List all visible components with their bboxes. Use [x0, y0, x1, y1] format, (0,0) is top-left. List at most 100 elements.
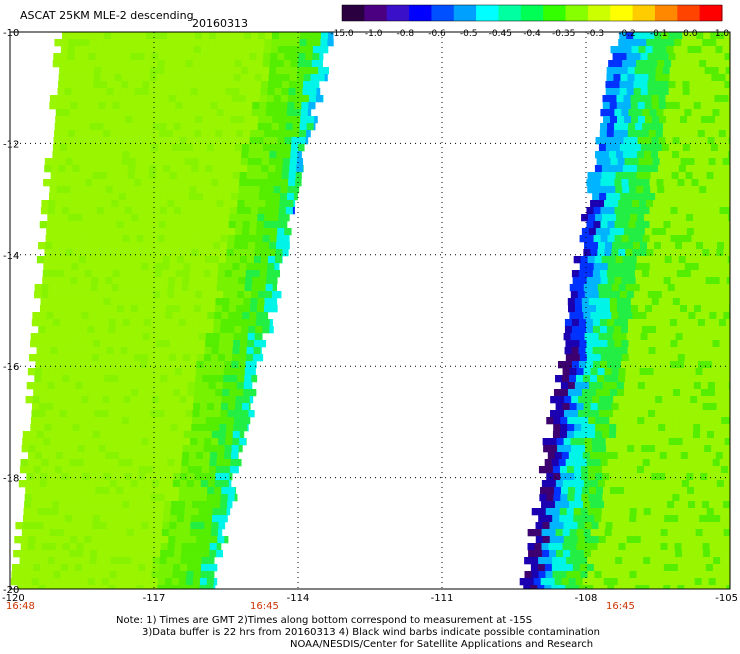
swath-cell — [654, 550, 661, 557]
swath-cell — [216, 123, 223, 130]
swath-cell — [175, 193, 182, 200]
swath-cell — [176, 445, 183, 452]
swath-cell — [241, 67, 248, 74]
swath-cell — [641, 144, 648, 151]
swath-cell — [187, 214, 194, 221]
swath-cell — [625, 46, 632, 53]
swath-cell — [95, 60, 102, 67]
swath-cell — [718, 291, 725, 298]
swath-cell — [211, 445, 218, 452]
swath-cell — [240, 172, 247, 179]
swath-cell — [49, 368, 56, 375]
swath-cell — [73, 326, 80, 333]
swath-cell — [87, 242, 94, 249]
swath-cell — [40, 221, 47, 228]
swath-cell — [179, 403, 186, 410]
swath-cell — [96, 130, 103, 137]
swath-cell — [101, 333, 108, 340]
swath-cell — [656, 326, 663, 333]
swath-cell — [245, 277, 252, 284]
swath-cell — [649, 207, 656, 214]
swath-cell — [589, 389, 596, 396]
swath-cell — [655, 53, 662, 60]
swath-cell — [185, 151, 192, 158]
swath-cell — [670, 270, 677, 277]
swath-cell — [277, 60, 284, 67]
swath-cell — [703, 81, 710, 88]
swath-cell — [658, 214, 665, 221]
swath-cell — [90, 116, 97, 123]
swath-cell — [621, 361, 628, 368]
swath-cell — [531, 557, 538, 564]
swath-cell — [81, 60, 88, 67]
swath-cell — [115, 333, 122, 340]
swath-cell — [594, 557, 601, 564]
swath-cell — [649, 67, 656, 74]
swath-cell — [68, 46, 75, 53]
swath-cell — [135, 256, 142, 263]
swath-cell — [103, 480, 110, 487]
swath-cell — [199, 417, 206, 424]
swath-cell — [643, 60, 650, 67]
swath-cell — [177, 249, 184, 256]
colorbar-tick-label: 0.0 — [683, 29, 698, 39]
longitude-label: -114 — [287, 593, 310, 604]
swath-cell — [58, 256, 65, 263]
swath-cell — [254, 256, 261, 263]
swath-cell — [222, 221, 229, 228]
swath-cell — [179, 235, 186, 242]
swath-cell — [649, 123, 656, 130]
swath-cell — [14, 536, 21, 543]
swath-cell — [683, 53, 690, 60]
swath-cell — [204, 529, 211, 536]
swath-cell — [239, 270, 246, 277]
swath-cell — [204, 179, 211, 186]
swath-cell — [704, 74, 711, 81]
swath-cell — [110, 305, 117, 312]
swath-cell — [154, 109, 161, 116]
swath-cell — [29, 522, 36, 529]
swath-cell — [629, 564, 636, 571]
swath-cell — [129, 410, 136, 417]
swath-cell — [678, 186, 685, 193]
swath-cell — [277, 235, 284, 242]
swath-cell — [159, 137, 166, 144]
swath-cell — [282, 165, 289, 172]
swath-cell — [659, 487, 666, 494]
swath-cell — [166, 214, 173, 221]
swath-cell — [679, 151, 686, 158]
swath-cell — [655, 445, 662, 452]
swath-cell — [151, 312, 158, 319]
swath-cell — [165, 235, 172, 242]
swath-cell — [113, 438, 120, 445]
swath-cell — [49, 459, 56, 466]
swath-cell — [579, 319, 586, 326]
swath-cell — [193, 319, 200, 326]
swath-cell — [75, 221, 82, 228]
swath-cell — [221, 228, 228, 235]
swath-cell — [578, 291, 585, 298]
swath-cell — [195, 32, 202, 39]
swath-cell — [669, 333, 676, 340]
swath-cell — [580, 235, 587, 242]
swath-cell — [674, 452, 681, 459]
swath-cell — [138, 214, 145, 221]
swath-cell — [640, 403, 647, 410]
swath-cell — [65, 172, 72, 179]
swath-cell — [193, 144, 200, 151]
swath-cell — [239, 179, 246, 186]
swath-cell — [107, 81, 114, 88]
swath-cell — [231, 193, 238, 200]
swath-cell — [115, 74, 122, 81]
swath-cell — [684, 207, 691, 214]
swath-cell — [715, 305, 722, 312]
swath-cell — [188, 123, 195, 130]
swath-cell — [271, 46, 278, 53]
swath-cell — [274, 95, 281, 102]
swath-cell — [235, 487, 236, 494]
swath-cell — [104, 200, 111, 207]
swath-cell — [185, 158, 192, 165]
swath-cell — [633, 81, 640, 88]
swath-cell — [44, 347, 51, 354]
swath-cell — [713, 354, 720, 361]
